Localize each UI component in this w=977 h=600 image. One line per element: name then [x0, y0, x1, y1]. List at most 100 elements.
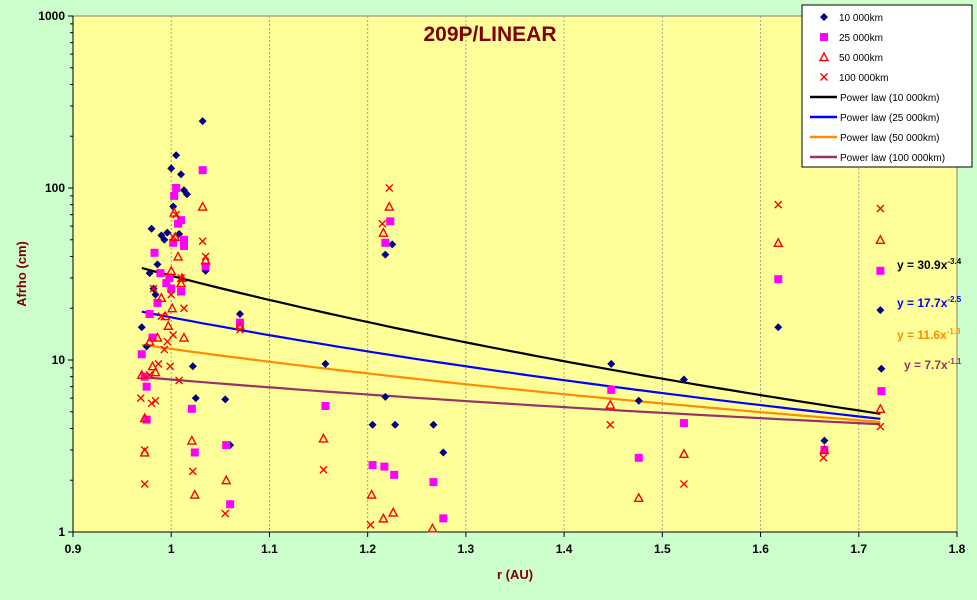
data-point — [172, 250, 184, 261]
data-point — [187, 404, 196, 413]
data-point — [876, 266, 885, 275]
data-point — [222, 441, 231, 450]
data-point — [160, 345, 169, 354]
data-point — [390, 470, 399, 479]
data-point — [876, 306, 885, 315]
x-axis: 0.9 1 1.1 1.2 1.3 1.4 1.5 1.6 1.7 1.8 — [65, 531, 966, 556]
data-point — [678, 448, 690, 458]
data-point — [166, 362, 175, 371]
data-point — [235, 325, 244, 334]
data-point — [144, 336, 155, 346]
legend-label: 100 000km — [839, 73, 888, 84]
data-point — [679, 375, 688, 384]
power-law-line — [141, 375, 881, 426]
data-point — [774, 275, 783, 284]
data-point — [175, 376, 184, 385]
data-point — [145, 370, 154, 379]
data-point — [169, 238, 178, 247]
data-point — [150, 248, 159, 257]
data-point — [189, 489, 200, 499]
data-point — [607, 359, 616, 368]
data-point — [160, 310, 171, 321]
data-point — [167, 302, 178, 313]
data-point — [439, 514, 448, 523]
data-point — [679, 419, 688, 428]
data-point — [153, 298, 162, 307]
data-point — [201, 252, 210, 261]
grid-lines — [170, 16, 860, 532]
data-point — [163, 228, 172, 237]
data-points — [136, 117, 886, 533]
legend-label: Power law (50 000km) — [840, 133, 939, 144]
data-point — [160, 235, 169, 244]
x-tick-label: 1.7 — [850, 542, 867, 556]
data-point — [876, 204, 885, 213]
data-point — [439, 448, 448, 457]
series-triangle — [136, 201, 886, 533]
data-point — [319, 465, 328, 474]
data-point — [200, 254, 211, 265]
data-point — [388, 240, 397, 249]
data-point — [221, 474, 232, 485]
data-point — [198, 117, 207, 126]
data-point — [177, 287, 186, 296]
data-point — [179, 242, 188, 251]
x-tick-label: 1.1 — [261, 542, 278, 556]
data-point — [178, 332, 190, 342]
x-tick-label: 1.5 — [654, 542, 671, 556]
data-point — [198, 166, 207, 175]
data-point — [391, 420, 400, 429]
legend-label: 10 000km — [839, 13, 883, 24]
data-point — [190, 448, 199, 457]
fit-equation: y = 11.6x-1.8 — [897, 327, 961, 342]
data-point — [875, 403, 886, 414]
data-point — [235, 310, 244, 319]
data-point — [201, 262, 210, 271]
data-point — [151, 396, 160, 405]
chart-title: 209P/LINEAR — [423, 23, 556, 46]
data-point — [186, 435, 198, 445]
data-point — [165, 273, 174, 282]
x-tick-label: 0.9 — [65, 542, 82, 556]
data-point — [169, 202, 178, 211]
data-point — [876, 422, 885, 431]
y-tick-label: 100 — [45, 181, 65, 195]
data-point — [221, 509, 230, 518]
data-point — [182, 190, 191, 199]
data-point — [385, 184, 394, 192]
data-point — [167, 164, 176, 173]
data-point — [139, 412, 150, 423]
data-point — [147, 399, 156, 408]
legend-label: 50 000km — [839, 53, 883, 64]
data-point — [819, 444, 830, 455]
data-point — [321, 402, 330, 411]
data-point — [137, 323, 146, 332]
data-point — [679, 480, 688, 489]
data-point — [169, 232, 178, 241]
legend-box — [801, 4, 973, 168]
y-tick-label: 1 — [58, 525, 65, 539]
data-point — [875, 234, 886, 244]
data-point — [169, 330, 178, 339]
data-point — [634, 396, 643, 405]
data-point — [427, 522, 438, 533]
data-point — [153, 260, 162, 269]
legend-label: Power law (25 000km) — [840, 113, 939, 124]
legend-label: Power law (10 000km) — [840, 93, 939, 104]
data-point — [136, 369, 147, 380]
data-point — [380, 462, 389, 471]
data-point — [156, 292, 167, 302]
data-point — [429, 420, 438, 429]
data-point — [137, 350, 146, 359]
data-point — [429, 478, 438, 487]
data-point — [175, 277, 187, 288]
data-point — [172, 151, 181, 160]
power-law-lines — [141, 266, 881, 426]
data-point — [145, 269, 154, 278]
y-tick-label: 10 — [52, 353, 66, 367]
data-point — [163, 337, 172, 346]
data-point — [877, 387, 886, 396]
data-point — [177, 273, 186, 282]
data-point — [179, 304, 188, 313]
legend-marker — [820, 33, 828, 41]
